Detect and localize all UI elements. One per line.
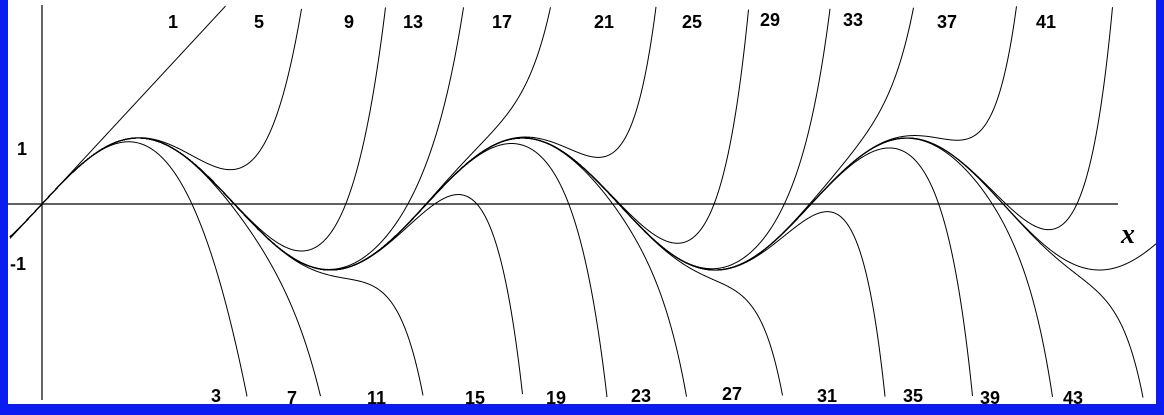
y-tick-label-1: 1 — [17, 139, 27, 159]
degree-label-top-33: 33 — [843, 10, 863, 30]
degree-label-top-17: 17 — [492, 12, 512, 32]
x-axis-label: x — [1120, 219, 1135, 250]
degree-label-bottom-43: 43 — [1063, 388, 1083, 408]
plot-background — [8, 0, 1156, 404]
degree-label-bottom-3: 3 — [211, 386, 221, 406]
degree-label-top-13: 13 — [403, 12, 423, 32]
degree-label-bottom-31: 31 — [817, 386, 837, 406]
curves-layer — [9, 5, 1157, 398]
degree-label-bottom-15: 15 — [465, 388, 485, 408]
degree-label-top-21: 21 — [594, 12, 614, 32]
degree-label-top-25: 25 — [682, 12, 702, 32]
y-tick-label-neg1: -1 — [10, 254, 26, 274]
taylor-curve-degree-43 — [9, 137, 1144, 398]
degree-labels-layer: 1 5 9 13 17 21 25 29 33 37 413 7 11 15 19 23 27 31 35 39 43 — [168, 10, 1083, 408]
degree-label-top-5: 5 — [254, 12, 264, 32]
degree-label-bottom-7: 7 — [287, 388, 297, 408]
degree-label-bottom-23: 23 — [631, 386, 651, 406]
degree-label-top-37: 37 — [937, 12, 957, 32]
degree-label-top-29: 29 — [760, 10, 780, 30]
degree-label-bottom-19: 19 — [546, 388, 566, 408]
degree-label-top-1: 1 — [168, 12, 178, 32]
degree-label-bottom-11: 11 — [367, 388, 386, 408]
degree-label-top-9: 9 — [344, 12, 354, 32]
degree-label-top-41: 41 — [1036, 12, 1056, 32]
degree-label-bottom-39: 39 — [980, 388, 1000, 408]
degree-label-bottom-35: 35 — [903, 386, 923, 406]
degree-label-bottom-27: 27 — [722, 384, 742, 404]
